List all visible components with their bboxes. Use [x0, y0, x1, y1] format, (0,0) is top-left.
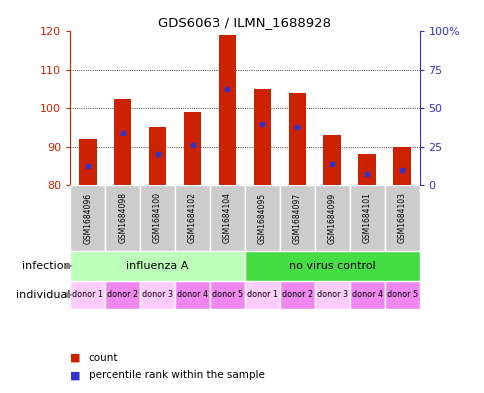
Bar [253, 89, 271, 185]
Text: GSM1684095: GSM1684095 [257, 193, 266, 244]
Bar [183, 112, 201, 185]
Bar [114, 99, 131, 185]
Bar [384, 281, 419, 309]
Text: GSM1684104: GSM1684104 [223, 193, 231, 244]
Bar [349, 281, 384, 309]
Text: GSM1684100: GSM1684100 [153, 193, 162, 244]
Bar [70, 281, 105, 309]
Text: GSM1684099: GSM1684099 [327, 193, 336, 244]
Text: donor 2: donor 2 [281, 290, 312, 299]
Text: no virus control: no virus control [288, 261, 375, 271]
Bar [140, 281, 175, 309]
Bar [244, 251, 419, 281]
Bar [149, 127, 166, 185]
Text: GSM1684101: GSM1684101 [362, 193, 371, 243]
Bar [70, 185, 105, 251]
Bar [314, 281, 349, 309]
Text: donor 3: donor 3 [316, 290, 347, 299]
Bar [210, 185, 244, 251]
Bar [279, 281, 314, 309]
Text: GSM1684098: GSM1684098 [118, 193, 127, 244]
Bar [244, 281, 279, 309]
Bar [349, 185, 384, 251]
Text: GSM1684102: GSM1684102 [188, 193, 197, 243]
Bar [210, 281, 244, 309]
Text: donor 5: donor 5 [212, 290, 242, 299]
Text: donor 3: donor 3 [142, 290, 173, 299]
Bar [393, 147, 410, 185]
Bar [218, 35, 236, 185]
Bar [279, 185, 314, 251]
Bar [140, 185, 175, 251]
Text: ■: ■ [70, 370, 81, 380]
Bar [105, 281, 140, 309]
Bar [70, 251, 244, 281]
Bar [105, 185, 140, 251]
Bar [244, 185, 279, 251]
Text: count: count [89, 353, 118, 363]
Text: donor 1: donor 1 [246, 290, 277, 299]
Title: GDS6063 / ILMN_1688928: GDS6063 / ILMN_1688928 [158, 16, 331, 29]
Bar [175, 281, 210, 309]
Text: GSM1684103: GSM1684103 [397, 193, 406, 244]
Text: donor 2: donor 2 [107, 290, 138, 299]
Bar [79, 139, 96, 185]
Bar [384, 185, 419, 251]
Bar [175, 185, 210, 251]
Text: donor 5: donor 5 [386, 290, 417, 299]
Text: influenza A: influenza A [126, 261, 188, 271]
Text: GSM1684096: GSM1684096 [83, 193, 92, 244]
Text: GSM1684097: GSM1684097 [292, 193, 301, 244]
Text: infection: infection [22, 261, 70, 271]
Text: individual: individual [16, 290, 70, 300]
Bar [323, 135, 340, 185]
Text: donor 4: donor 4 [177, 290, 208, 299]
Text: donor 4: donor 4 [351, 290, 382, 299]
Bar [314, 185, 349, 251]
Bar [358, 154, 375, 185]
Text: percentile rank within the sample: percentile rank within the sample [89, 370, 264, 380]
Bar [288, 93, 305, 185]
Text: ■: ■ [70, 353, 81, 363]
Text: donor 1: donor 1 [72, 290, 103, 299]
